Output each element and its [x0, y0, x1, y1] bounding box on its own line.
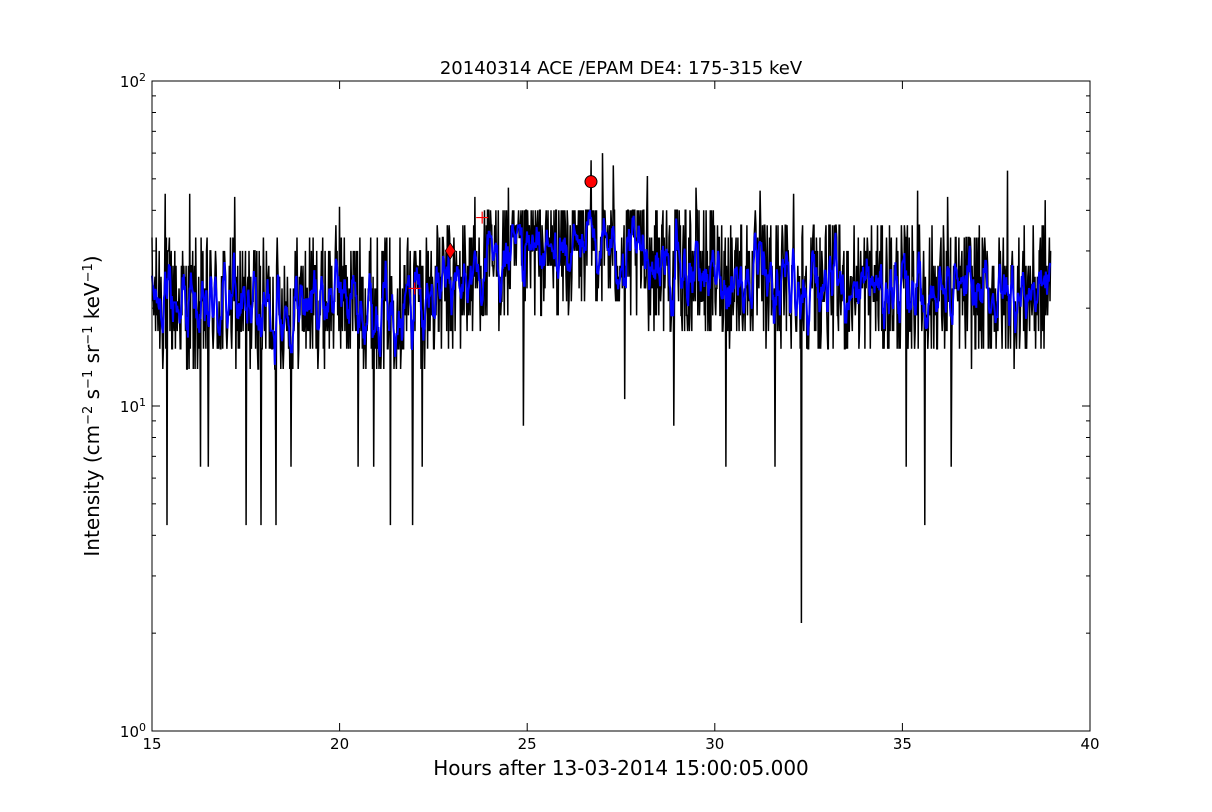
y-axis-label-part: −1 [81, 326, 96, 345]
chart-title: 20140314 ACE /EPAM DE4: 175-315 keV [440, 58, 803, 79]
y-axis-label-part: s [80, 389, 104, 406]
y-axis-label-part: ) [80, 255, 104, 263]
x-axis-label: Hours after 13-03-2014 15:00:05.000 [433, 756, 809, 780]
y-axis-label-part: Intensity (cm [80, 425, 104, 557]
onset-marker-diamond [444, 242, 456, 260]
y-tick-label-exponent: 1 [139, 396, 146, 409]
y-tick-label: 101 [120, 396, 146, 417]
y-tick-label-exponent: 0 [139, 721, 146, 734]
y-axis-label-part: sr [80, 344, 104, 370]
smoothed-intensity-series [151, 209, 1052, 365]
y-tick-label: 102 [120, 71, 146, 92]
marker-plus [476, 211, 489, 224]
y-axis-label-part: −2 [81, 406, 96, 425]
x-tick-label: 30 [705, 735, 724, 753]
x-tick-label: 40 [1080, 735, 1099, 753]
x-tick-label: 15 [142, 735, 161, 753]
plot-frame [151, 80, 1091, 732]
y-axis-label-part: −1 [81, 370, 96, 389]
x-tick-label: 20 [330, 735, 349, 753]
y-axis-label-part: −1 [81, 263, 96, 282]
y-tick-label-base: 10 [120, 723, 139, 741]
y-axis-label: Intensity (cm−2 s−1 sr−1 keV−1) [80, 255, 104, 556]
y-tick-label-exponent: 2 [139, 71, 146, 84]
x-tick-label: 35 [893, 735, 912, 753]
x-tick-label: 25 [518, 735, 537, 753]
y-tick-label-base: 10 [120, 398, 139, 416]
plot-data-layer [151, 153, 1052, 624]
peak-marker-circle [584, 175, 598, 189]
y-tick-label-base: 10 [120, 73, 139, 91]
y-axis-label-part: keV [80, 282, 104, 326]
y-tick-label: 100 [120, 721, 146, 742]
marker-plus [408, 282, 421, 295]
